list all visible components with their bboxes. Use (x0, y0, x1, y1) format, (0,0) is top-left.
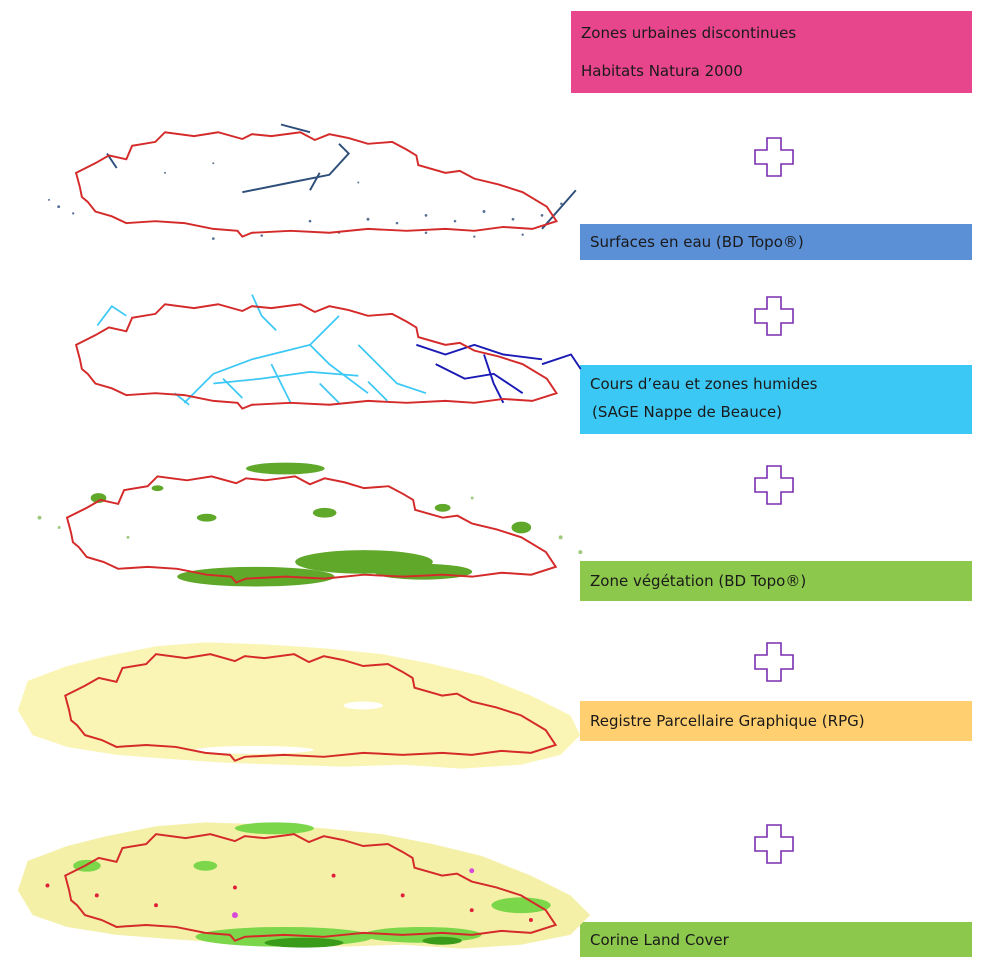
map-watercourses (75, 294, 582, 410)
legend-label-urban-natura: Zones urbaines discontinues Habitats Nat… (571, 11, 972, 93)
label-watercourses-line2: (SAGE Nappe de Beauce) (592, 403, 783, 421)
label-corine-text: Corine Land Cover (590, 931, 729, 949)
plus-icon (754, 137, 794, 177)
legend-label-corine: Corine Land Cover (580, 922, 972, 957)
label-vegetation-text: Zone végétation (BD Topo®) (590, 572, 807, 590)
plus-icon (754, 642, 794, 682)
plus-icon (754, 296, 794, 336)
legend-label-watercourses: Cours d’eau et zones humides (SAGE Nappe… (580, 365, 972, 434)
map-water-surfaces (48, 123, 577, 240)
label-urban-zones: Zones urbaines discontinues (581, 24, 797, 42)
legend-label-rpg: Registre Parcellaire Graphique (RPG) (580, 701, 972, 741)
label-water-surfaces-text: Surfaces en eau (BD Topo®) (590, 233, 804, 251)
label-watercourses-line1: Cours d’eau et zones humides (590, 375, 818, 393)
map-corine (17, 822, 591, 949)
legend-label-water-surfaces: Surfaces en eau (BD Topo®) (580, 224, 972, 260)
map-rpg (17, 642, 581, 769)
plus-icon (754, 465, 794, 505)
label-natura-habitats: Habitats Natura 2000 (581, 62, 743, 80)
legend-label-vegetation: Zone végétation (BD Topo®) (580, 561, 972, 601)
map-vegetation (37, 462, 583, 587)
label-rpg-text: Registre Parcellaire Graphique (RPG) (590, 712, 865, 730)
plus-icon (754, 824, 794, 864)
